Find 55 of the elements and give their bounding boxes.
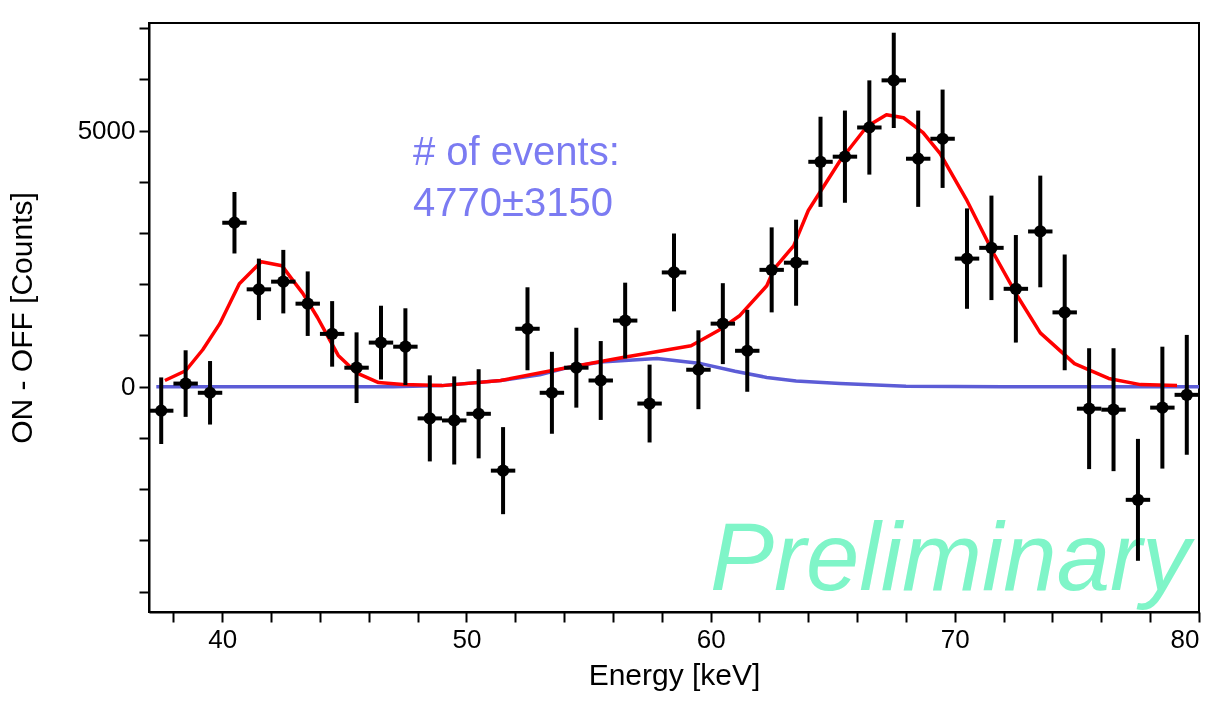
point: [301, 297, 314, 310]
point: [1131, 493, 1145, 506]
point: [594, 374, 607, 387]
point: [667, 266, 681, 279]
point: [472, 407, 485, 420]
point: [1034, 225, 1047, 238]
x-axis-title: Energy [keV]: [588, 657, 761, 691]
point: [350, 361, 363, 374]
point: [765, 263, 778, 276]
x-tick-label: 40: [208, 623, 238, 654]
point: [423, 412, 436, 425]
point: [716, 317, 729, 330]
point: [399, 340, 412, 353]
point: [1082, 402, 1096, 415]
annotation: Preliminary: [709, 503, 1195, 610]
point: [228, 216, 241, 229]
point: [1180, 388, 1193, 401]
annotation: # of events:: [413, 129, 620, 173]
point: [448, 414, 461, 427]
point: [789, 256, 803, 269]
point: [496, 464, 510, 477]
point: [155, 404, 168, 417]
point: [570, 361, 583, 374]
point: [277, 275, 290, 288]
point: [814, 155, 827, 168]
point: [838, 150, 852, 163]
point: [985, 241, 998, 254]
x-tick-label: 50: [452, 623, 482, 654]
point: [374, 336, 388, 349]
x-tick-label: 60: [696, 623, 726, 654]
point: [179, 377, 192, 390]
annotation: 4770±3150: [413, 180, 613, 224]
x-tick-label: 70: [940, 623, 970, 654]
point: [863, 121, 876, 134]
point: [1058, 306, 1071, 319]
point: [960, 252, 974, 265]
x-tick-label: 80: [1170, 623, 1200, 654]
y-tick-label: 0: [121, 371, 136, 402]
point: [1156, 401, 1169, 414]
point: [912, 152, 925, 165]
point: [203, 386, 217, 399]
point: [936, 132, 949, 145]
point: [1009, 282, 1022, 295]
point: [619, 314, 632, 327]
point: [887, 74, 900, 87]
point: [545, 386, 559, 399]
y-axis-title: ON - OFF [Counts]: [4, 192, 38, 444]
point: [692, 363, 705, 376]
y-tick-label: 5000: [77, 115, 136, 146]
point: [252, 283, 266, 296]
point: [741, 344, 754, 357]
point: [1107, 403, 1120, 416]
point: [326, 327, 339, 340]
point: [521, 322, 534, 335]
point: [643, 397, 656, 410]
